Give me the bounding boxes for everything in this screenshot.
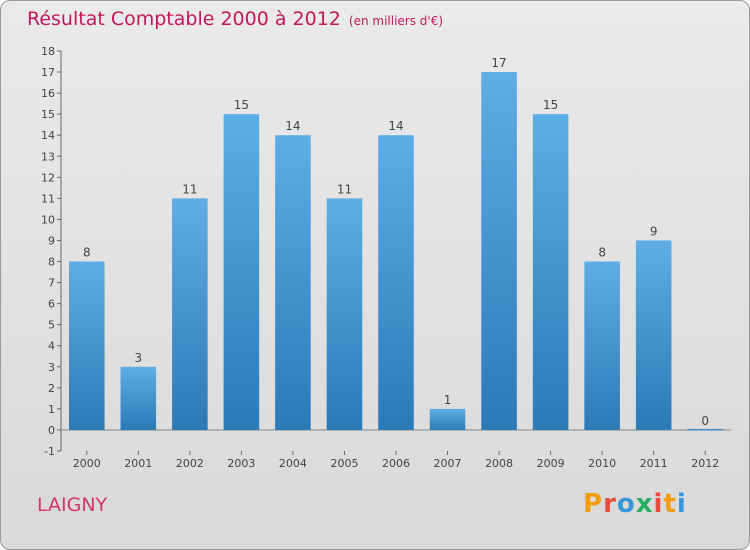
y-tick-label: 12 xyxy=(41,171,55,184)
data-label-2005: 11 xyxy=(337,182,352,196)
bar-2010 xyxy=(584,261,620,430)
data-label-2009: 15 xyxy=(543,98,558,112)
bar-2004 xyxy=(275,135,311,430)
x-tick-label-2003: 2003 xyxy=(227,457,255,470)
y-tick-label: 0 xyxy=(48,424,55,437)
data-label-2006: 14 xyxy=(388,119,403,133)
bar-2009 xyxy=(532,114,569,430)
bar-2001 xyxy=(120,366,157,430)
data-label-2007: 1 xyxy=(444,393,452,407)
x-tick-label-2008: 2008 xyxy=(485,457,513,470)
commune-name: LAIGNY xyxy=(37,494,108,516)
bar-2003 xyxy=(223,114,260,430)
x-tick-label-2005: 2005 xyxy=(330,457,358,470)
x-tick-label-2009: 2009 xyxy=(537,457,565,470)
x-tick-label-2011: 2011 xyxy=(640,457,668,470)
x-tick-label-2006: 2006 xyxy=(382,457,410,470)
y-tick-label: -1 xyxy=(44,445,55,458)
bar-2011 xyxy=(635,240,672,430)
data-label-2012: 0 xyxy=(701,414,709,428)
data-label-2003: 15 xyxy=(234,98,249,112)
y-tick-label: 6 xyxy=(48,298,55,311)
bar-2005 xyxy=(326,198,363,430)
x-tick-label-2007: 2007 xyxy=(434,457,462,470)
data-label-2001: 3 xyxy=(134,351,142,365)
bar-2006 xyxy=(378,135,414,430)
y-tick-label: 11 xyxy=(41,192,55,205)
proxiti-logo[interactable]: Proxiti xyxy=(583,489,687,519)
bar-2012 xyxy=(687,428,724,431)
y-tick-label: 13 xyxy=(41,150,55,163)
bar-2007 xyxy=(429,408,466,430)
y-tick-label: 5 xyxy=(48,319,55,332)
data-label-2004: 14 xyxy=(285,119,300,133)
data-label-2011: 9 xyxy=(650,224,658,238)
x-tick-label-2000: 2000 xyxy=(73,457,101,470)
bar-2008 xyxy=(481,72,517,430)
data-label-2002: 11 xyxy=(182,182,197,196)
y-tick-label: 2 xyxy=(48,382,55,395)
x-tick-label-2004: 2004 xyxy=(279,457,307,470)
y-tick-label: 7 xyxy=(48,277,55,290)
y-tick-label: 3 xyxy=(48,361,55,374)
x-tick-label-2001: 2001 xyxy=(124,457,152,470)
y-tick-label: 9 xyxy=(48,234,55,247)
bar-2000 xyxy=(68,261,105,430)
x-tick-label-2012: 2012 xyxy=(691,457,719,470)
x-tick-label-2002: 2002 xyxy=(176,457,204,470)
y-tick-label: 14 xyxy=(41,129,55,142)
data-label-2000: 8 xyxy=(83,246,91,260)
y-tick-label: 10 xyxy=(41,213,55,226)
data-label-2008: 17 xyxy=(491,56,506,70)
data-label-2010: 8 xyxy=(598,246,606,260)
chart-subtitle: (en milliers d'€) xyxy=(348,14,444,28)
y-tick-label: 17 xyxy=(41,66,55,79)
y-tick-label: 16 xyxy=(41,87,55,100)
y-tick-label: 18 xyxy=(41,45,55,58)
y-tick-label: 15 xyxy=(41,108,55,121)
y-tick-label: 8 xyxy=(48,256,55,269)
y-tick-label: 1 xyxy=(48,403,55,416)
x-tick-label-2010: 2010 xyxy=(588,457,616,470)
chart-title: Résultat Comptable 2000 à 2012 (en millie… xyxy=(27,8,444,30)
bar-2002 xyxy=(172,198,208,430)
y-tick-label: 4 xyxy=(48,340,55,353)
